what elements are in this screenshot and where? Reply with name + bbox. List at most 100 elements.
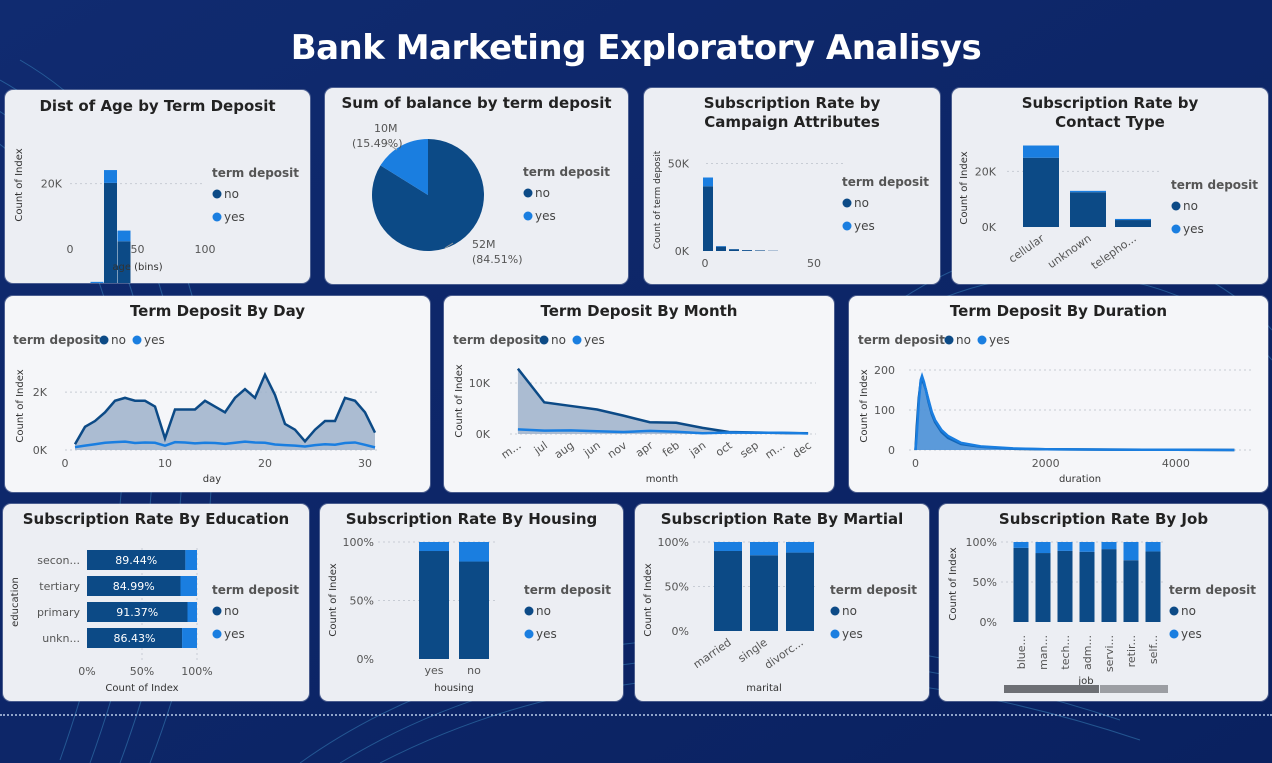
job-ytick: 0% xyxy=(980,616,997,629)
card-month[interactable]: Term Deposit By Month 0K 10K m... jul aug jun… xyxy=(444,296,834,492)
campaign-legend-no-label: no xyxy=(854,196,869,210)
job-scrollbar-track xyxy=(1100,685,1168,693)
education-legend-yes-label: yes xyxy=(224,627,245,641)
job-legend-no-label: no xyxy=(1181,604,1196,618)
month-xlabel: month xyxy=(646,474,678,485)
housing-ylabel: Count of Index xyxy=(328,563,339,636)
marital-bar-no xyxy=(786,552,814,631)
education-ylabel: education xyxy=(10,577,21,627)
chart-campaign: 0K 50K 0 50 Count of term deposit term deposi… xyxy=(653,150,929,270)
day-xlabel: day xyxy=(203,474,221,485)
job-bar-yes xyxy=(1035,542,1051,554)
contact-ylabel: Count of Index xyxy=(959,151,970,224)
marital-bar-yes xyxy=(786,542,814,553)
duration-ytick: 0 xyxy=(888,444,895,457)
pie-percent-yes: (15.49%) xyxy=(352,137,403,150)
day-legend-no-marker xyxy=(99,335,109,345)
education-ytick: primary xyxy=(37,606,81,619)
month-legend-yes-label: yes xyxy=(584,333,605,347)
age-xtick: 50 xyxy=(131,243,145,256)
card-campaign[interactable]: Subscription Rate by Campaign Attributes… xyxy=(644,88,940,284)
card-title-campaign: Subscription Rate by Campaign Attributes xyxy=(703,94,881,131)
chart-job: blue... man... tech... adm... servi... retir.… xyxy=(948,536,1256,693)
contact-xtick: unknown xyxy=(1045,232,1093,271)
job-bar-yes xyxy=(1013,542,1029,548)
campaign-bar-no xyxy=(729,249,739,251)
card-education[interactable]: Subscription Rate By Education 89.44% sec… xyxy=(3,504,309,701)
month-xtick: sep xyxy=(738,439,761,461)
job-bar-no xyxy=(1013,547,1029,622)
contact-legend-no-marker xyxy=(1171,201,1181,211)
education-xtick: 100% xyxy=(181,665,212,678)
month-xtick: dec xyxy=(790,439,814,461)
card-duration[interactable]: Term Deposit By Duration 0 100 200 0 2000 400… xyxy=(849,296,1268,492)
duration-legend-yes-marker xyxy=(977,335,987,345)
card-day[interactable]: Term Deposit By Day 0K 2K 0 10 20 30 day Count … xyxy=(5,296,430,492)
job-xlabel: job xyxy=(1077,676,1093,687)
campaign-xtick: 50 xyxy=(807,257,821,270)
job-ytick: 100% xyxy=(966,536,997,549)
campaign-legend-no-marker xyxy=(842,198,852,208)
card-housing[interactable]: Subscription Rate By Housing yes no 0% 50% 1… xyxy=(320,504,623,701)
job-xtick: self... xyxy=(1147,635,1160,664)
card-title-age: Dist of Age by Term Deposit xyxy=(39,97,276,115)
housing-ytick: 0% xyxy=(357,653,374,666)
education-bar-yes xyxy=(182,628,197,648)
contact-xtick: telepho... xyxy=(1089,232,1139,272)
card-balance[interactable]: Sum of balance by term deposit 52M (84.51… xyxy=(325,88,628,284)
job-scrollbar-thumb[interactable] xyxy=(1004,685,1099,693)
campaign-ytick: 0K xyxy=(675,245,690,258)
age-xtick: 0 xyxy=(67,243,74,256)
education-bar-no xyxy=(87,628,183,648)
contact-ytick: 0K xyxy=(982,221,997,234)
card-age[interactable]: Dist of Age by Term Deposit 0K20K050100a… xyxy=(5,90,310,283)
housing-xtick: no xyxy=(467,664,481,677)
chart-day: 0K 2K 0 10 20 30 day Count of Index term deposit… xyxy=(13,333,380,485)
marital-bar-no xyxy=(750,555,778,631)
education-data-label: 86.43% xyxy=(114,632,156,645)
age-legend-yes-marker xyxy=(212,212,222,222)
job-xtick: tech... xyxy=(1059,635,1072,670)
education-bar-no xyxy=(87,602,188,622)
job-bar-no xyxy=(1079,551,1095,622)
month-xtick: m... xyxy=(499,439,524,462)
card-contact[interactable]: Subscription Rate by Contact Type cellul… xyxy=(952,88,1268,284)
card-title-day: Term Deposit By Day xyxy=(129,302,306,320)
month-xtick: m... xyxy=(763,439,788,462)
education-xlabel: Count of Index xyxy=(105,683,178,694)
duration-area-no xyxy=(915,380,1235,450)
age-xtick: 100 xyxy=(195,243,216,256)
duration-legend-no-marker xyxy=(944,335,954,345)
marital-bar-no xyxy=(714,550,742,631)
day-ytick: 0K xyxy=(33,444,48,457)
education-data-label: 84.99% xyxy=(113,580,155,593)
chart-education: 89.44% secon... 84.99% tertiary 91.37% primar… xyxy=(10,548,299,694)
housing-legend-no-marker xyxy=(524,606,534,616)
duration-ytick: 100 xyxy=(874,404,895,417)
marital-legend-yes-marker xyxy=(830,629,840,639)
contact-bar-yes xyxy=(1115,218,1151,221)
campaign-bar-no xyxy=(755,250,765,251)
day-xtick: 10 xyxy=(158,457,172,470)
card-job[interactable]: Subscription Rate By Job blue... man... te… xyxy=(939,504,1268,701)
marital-bar-yes xyxy=(714,542,742,551)
duration-legend-no-label: no xyxy=(956,333,971,347)
education-bar-no xyxy=(87,550,186,570)
campaign-bar-no xyxy=(716,246,726,251)
card-marital[interactable]: Subscription Rate By Martial married sing… xyxy=(635,504,929,701)
marital-legend-yes-label: yes xyxy=(842,627,863,641)
education-legend-no-marker xyxy=(212,606,222,616)
contact-bar-no xyxy=(1023,157,1059,227)
balance-legend-yes-marker xyxy=(523,211,533,221)
campaign-legend-yes-marker xyxy=(842,221,852,231)
marital-xtick: divorc... xyxy=(762,636,806,672)
age-legend-yes-label: yes xyxy=(224,210,245,224)
contact-bar-no xyxy=(1070,192,1106,227)
job-bar-yes xyxy=(1123,542,1139,561)
job-bar-yes xyxy=(1145,542,1161,552)
education-legend-title: term deposit xyxy=(212,583,299,597)
age-ylabel: Count of Index xyxy=(14,148,25,221)
day-legend-yes-label: yes xyxy=(144,333,165,347)
job-xtick: man... xyxy=(1037,635,1050,670)
